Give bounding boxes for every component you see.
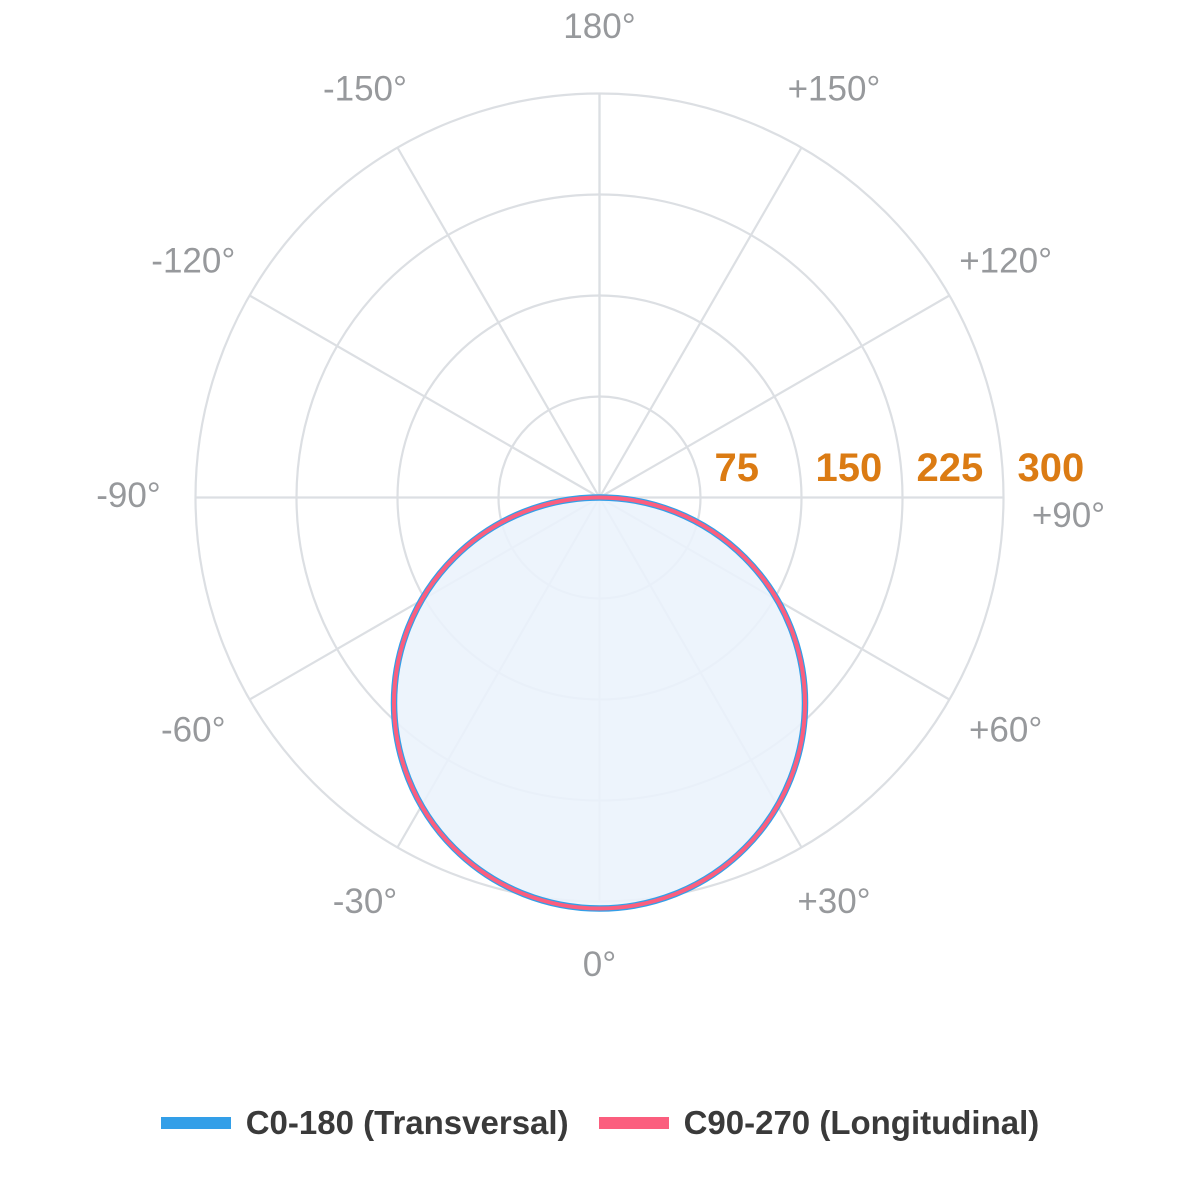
- svg-text:+120°: +120°: [959, 241, 1052, 280]
- svg-text:300: 300: [1018, 446, 1085, 490]
- svg-text:-60°: -60°: [161, 710, 226, 749]
- svg-text:-30°: -30°: [333, 882, 398, 921]
- svg-text:+90°: +90°: [1032, 496, 1105, 535]
- svg-text:-150°: -150°: [323, 70, 407, 109]
- svg-text:0°: 0°: [583, 945, 616, 984]
- svg-text:180°: 180°: [563, 7, 635, 46]
- svg-text:150: 150: [816, 446, 883, 490]
- svg-text:+150°: +150°: [788, 70, 881, 109]
- svg-text:-90°: -90°: [96, 476, 161, 515]
- svg-text:+60°: +60°: [969, 710, 1042, 749]
- svg-text:225: 225: [917, 446, 984, 490]
- svg-text:75: 75: [715, 446, 760, 490]
- svg-text:-120°: -120°: [151, 241, 235, 280]
- svg-text:+30°: +30°: [797, 882, 870, 921]
